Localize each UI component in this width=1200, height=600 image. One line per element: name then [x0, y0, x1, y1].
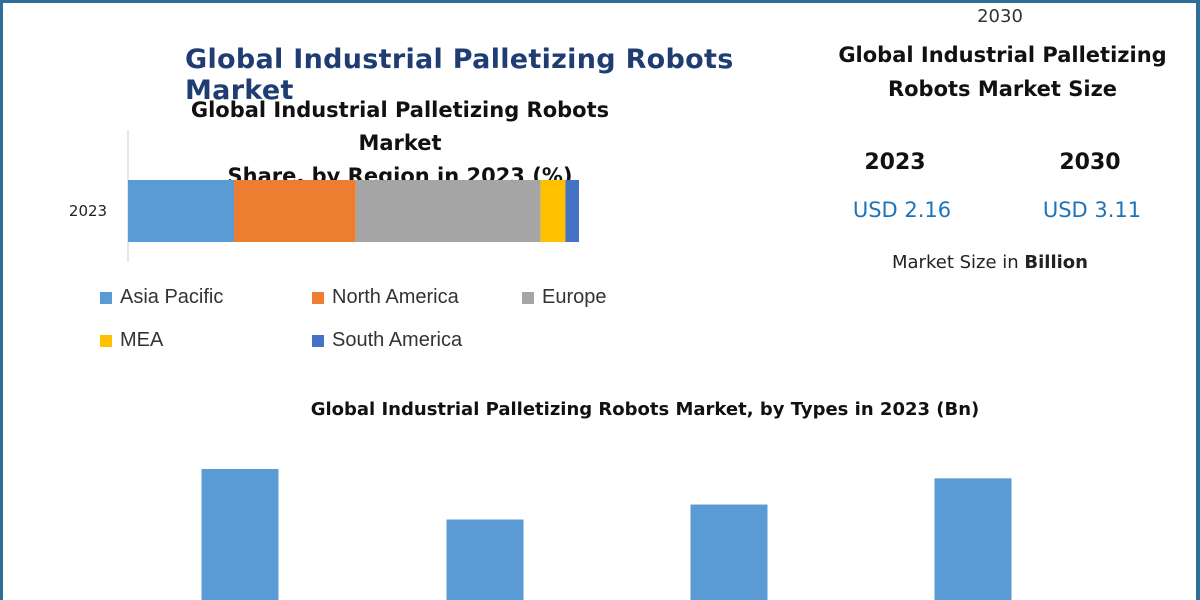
types-bar-2	[446, 519, 524, 600]
share-bar-segment-south-america	[565, 180, 579, 242]
legend-item-asia-pacific: Asia Pacific	[100, 286, 223, 309]
market-size-year-2023: 2023	[864, 150, 926, 175]
types-bar-4	[934, 478, 1012, 600]
legend-label: North America	[332, 286, 459, 308]
share-bar-segment-asia-pacific	[128, 180, 234, 242]
legend-label: South America	[332, 329, 463, 351]
share-bar-segment-europe	[355, 180, 541, 242]
share-bar-segment-north-america	[233, 180, 356, 242]
top-right-year: 2030	[977, 6, 1023, 27]
market-size-year-2030: 2030	[1059, 150, 1121, 175]
legend-swatch	[100, 334, 112, 347]
legend-item-south-america: South America	[312, 329, 462, 352]
legend-label: MEA	[120, 329, 164, 351]
unit-note-bold: Billion	[1024, 252, 1088, 273]
legend-swatch	[312, 291, 324, 304]
legend-swatch	[100, 291, 112, 304]
frame-top-border	[0, 0, 1200, 3]
market-size-value-2023: USD 2.16	[852, 198, 952, 222]
market-size-value-2030: USD 3.11	[1042, 198, 1142, 222]
share-bar-segment-mea	[540, 180, 566, 242]
types-chart-title: Global Industrial Palletizing Robots Mar…	[310, 399, 980, 420]
market-size-title: Global Industrial Palletizing Robots Mar…	[835, 38, 1170, 106]
share-chart-title-line1: Global Industrial Palletizing Robots Mar…	[190, 98, 610, 155]
legend-item-mea: MEA	[100, 329, 163, 352]
types-bar-1	[201, 468, 279, 600]
share-chart-category-label: 2023	[69, 202, 107, 220]
market-size-title-line2: Robots Market Size	[887, 77, 1118, 101]
legend-label: Europe	[542, 286, 607, 308]
types-bar-3	[690, 504, 768, 600]
frame-right-border	[1196, 0, 1200, 600]
legend-swatch	[312, 334, 324, 347]
legend-item-europe: Europe	[522, 286, 607, 309]
legend-item-north-america: North America	[312, 286, 459, 309]
legend-label: Asia Pacific	[120, 286, 224, 308]
unit-note-prefix: Market Size in	[892, 252, 1025, 273]
market-size-title-line1: Global Industrial Palletizing	[838, 43, 1167, 67]
legend-swatch	[522, 291, 534, 304]
frame-left-border	[0, 0, 3, 600]
market-size-unit-note: Market Size in Billion	[860, 252, 1120, 273]
main-title: Global Industrial Palletizing Robots Mar…	[185, 44, 734, 106]
